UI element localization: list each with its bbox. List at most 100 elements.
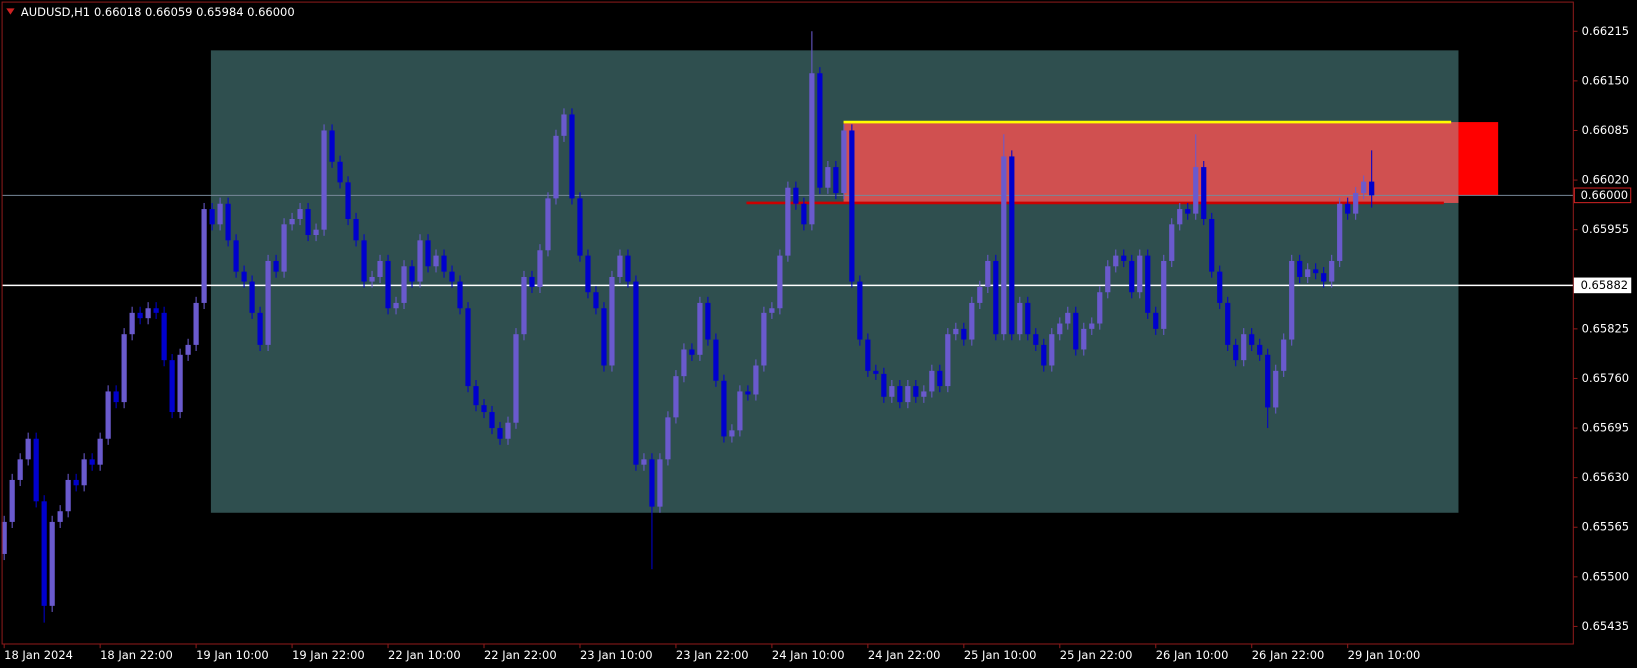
price-label-box: [1573, 277, 1632, 294]
candle-body: [953, 328, 959, 335]
x-tick-label: 26 Jan 22:00: [1252, 648, 1325, 662]
candle-body: [1161, 260, 1167, 329]
candle-body: [377, 260, 383, 277]
candle-body: [513, 334, 519, 423]
candle-body: [1321, 273, 1327, 282]
candle-body: [929, 370, 935, 392]
candle-body: [529, 276, 535, 287]
candle-body: [481, 405, 487, 413]
candle-body: [1345, 203, 1351, 214]
candle-body: [737, 391, 743, 431]
candle-body: [1217, 271, 1223, 303]
candle-body: [1145, 255, 1151, 313]
x-tick-label: 24 Jan 22:00: [868, 648, 941, 662]
x-tick-label: 22 Jan 22:00: [484, 648, 557, 662]
y-tick-label: 0.65435: [1582, 619, 1629, 633]
candle-body: [601, 308, 607, 366]
price-label-box: [1573, 187, 1632, 204]
x-tick-label: 22 Jan 10:00: [388, 648, 461, 662]
candle-body: [641, 459, 647, 465]
candle-body: [161, 312, 167, 361]
candle-body: [913, 386, 919, 397]
candle-body: [129, 312, 135, 335]
x-tick-label: 29 Jan 10:00: [1348, 648, 1421, 662]
candle-body: [689, 349, 695, 355]
candle-body: [833, 167, 839, 194]
candle-body: [1105, 266, 1111, 293]
candle-body: [297, 209, 303, 219]
x-tick-label: 25 Jan 22:00: [1060, 648, 1133, 662]
x-tick-label: 26 Jan 10:00: [1156, 648, 1229, 662]
candle-body: [1089, 323, 1095, 329]
candle-body: [905, 386, 911, 403]
candle-body: [73, 479, 79, 486]
candle-body: [553, 135, 559, 199]
candle-body: [633, 281, 639, 465]
candle-body: [537, 250, 543, 287]
candle-body: [937, 370, 943, 387]
candle-body: [1329, 260, 1335, 282]
candle-body: [1249, 334, 1255, 345]
candle-body: [89, 459, 95, 465]
candle-body: [385, 260, 391, 309]
candle-body: [681, 349, 687, 377]
candle-body: [1209, 218, 1215, 272]
candle-body: [497, 428, 503, 439]
candle-body: [521, 276, 527, 335]
candle-body: [697, 302, 703, 355]
y-tick-label: 0.65500: [1582, 569, 1629, 583]
candle-body: [545, 198, 551, 251]
candle-body: [9, 479, 15, 522]
candle-body: [1297, 260, 1303, 277]
candle-body: [113, 391, 119, 403]
candle-body: [1201, 167, 1207, 219]
candle-body: [761, 312, 767, 366]
candle-body: [753, 365, 759, 395]
candle-body: [1137, 255, 1143, 293]
y-tick-label: 0.66215: [1582, 24, 1629, 38]
candle-body: [1129, 260, 1135, 293]
candle-body: [425, 240, 431, 267]
candle-body: [17, 459, 23, 480]
candle-body: [1001, 156, 1007, 335]
candle-body: [1305, 269, 1311, 277]
candle-body: [185, 344, 191, 355]
candle-body: [873, 370, 879, 374]
candle-body: [225, 203, 231, 241]
candle-body: [577, 198, 583, 256]
candle-body: [1193, 167, 1199, 214]
candle-body: [369, 276, 375, 282]
candle-body: [713, 339, 719, 381]
candle-body: [57, 511, 63, 522]
y-tick-label: 0.65825: [1582, 321, 1629, 335]
candle-body: [65, 479, 71, 512]
candle-body: [145, 308, 151, 319]
candle-body: [921, 391, 927, 397]
candle-body: [1, 521, 7, 554]
candle-body: [897, 386, 903, 403]
candle-body: [1073, 312, 1079, 350]
candle-body: [249, 281, 255, 313]
candle-body: [465, 308, 471, 387]
candle-body: [417, 240, 423, 282]
candle-body: [857, 281, 863, 340]
y-tick-label: 0.65695: [1582, 421, 1629, 435]
candle-body: [649, 459, 655, 507]
candle-body: [209, 209, 215, 225]
x-tick-label: 19 Jan 10:00: [196, 648, 269, 662]
candle-body: [345, 182, 351, 219]
candle-body: [1025, 302, 1031, 335]
candle-body: [1113, 255, 1119, 267]
menu-arrow[interactable]: [6, 8, 15, 15]
candle-body: [593, 292, 599, 309]
candle-body: [569, 114, 575, 199]
candle-body: [1233, 344, 1239, 361]
candle-body: [849, 130, 855, 282]
candle-body: [945, 334, 951, 387]
candle-body: [1241, 334, 1247, 361]
y-tick-label: 0.65955: [1582, 222, 1629, 236]
x-tick-label: 18 Jan 2024: [4, 648, 73, 662]
candle-body: [1041, 344, 1047, 366]
candle-body: [561, 114, 567, 136]
